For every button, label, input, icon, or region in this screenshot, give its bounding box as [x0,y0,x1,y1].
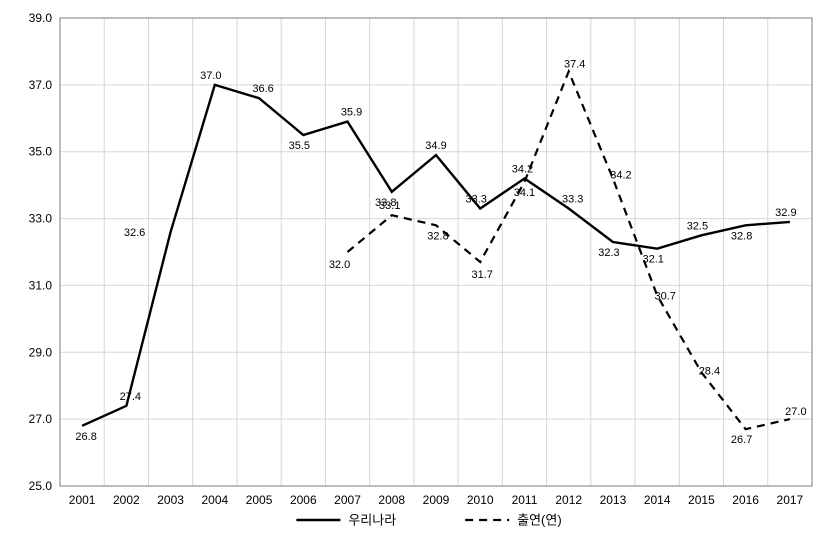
legend-label: 출연(연) [517,513,562,528]
x-tick-label: 2014 [644,493,671,507]
data-label: 32.8 [427,230,448,242]
data-label: 33.3 [466,194,487,206]
data-label: 34.2 [610,169,631,181]
x-tick-label: 2012 [555,493,582,507]
x-tick-label: 2005 [246,493,273,507]
x-tick-label: 2009 [423,493,450,507]
data-label: 28.4 [699,365,720,377]
x-tick-label: 2001 [69,493,96,507]
x-tick-label: 2004 [201,493,228,507]
y-tick-label: 39.0 [29,11,53,25]
data-label: 32.9 [775,207,796,219]
y-tick-label: 33.0 [29,212,53,226]
chart-svg: 25.0 27.0 29.0 31.0 33.0 35.0 37.0 39.0 2001 2002… [0,0,832,544]
x-tick-label: 2006 [290,493,317,507]
y-tick-label: 25.0 [29,479,53,493]
x-tick-label: 2011 [512,493,538,507]
data-label: 27.4 [120,391,141,403]
data-label: 34.2 [512,163,533,175]
data-label: 32.0 [329,259,350,271]
x-tick-label: 2016 [732,493,759,507]
y-tick-label: 31.0 [29,278,53,292]
y-tick-label: 37.0 [29,78,53,92]
data-label: 36.6 [252,83,273,95]
data-label: 32.6 [124,227,145,239]
x-tick-label: 2008 [378,493,405,507]
data-label: 37.0 [200,70,221,82]
data-label: 33.1 [379,200,400,212]
data-label: 33.3 [562,194,583,206]
data-label: 34.9 [425,140,446,152]
line-chart: 25.0 27.0 29.0 31.0 33.0 35.0 37.0 39.0 2001 2002… [0,0,832,544]
data-label: 31.7 [472,269,493,281]
data-label: 27.0 [785,406,806,418]
data-label: 34.1 [514,187,535,199]
data-label: 26.8 [75,431,96,443]
x-tick-label: 2017 [777,493,804,507]
y-tick-label: 29.0 [29,345,53,359]
x-tick-label: 2010 [467,493,494,507]
y-tick-label: 35.0 [29,145,53,159]
x-tick-label: 2002 [113,493,140,507]
x-tick-label: 2015 [688,493,715,507]
data-label: 35.9 [341,107,362,119]
data-label: 35.5 [289,140,310,152]
x-tick-label: 2007 [334,493,361,507]
data-label: 26.7 [731,434,752,446]
data-label: 32.5 [687,220,708,232]
data-label: 32.8 [731,230,752,242]
legend-label: 우리나라 [348,513,396,528]
x-tick-label: 2013 [600,493,627,507]
data-label: 32.3 [598,247,619,259]
x-tick-label: 2003 [157,493,184,507]
data-label: 37.4 [564,58,585,70]
data-label: 30.7 [654,290,675,302]
data-label: 32.1 [642,254,663,266]
y-tick-label: 27.0 [29,412,53,426]
